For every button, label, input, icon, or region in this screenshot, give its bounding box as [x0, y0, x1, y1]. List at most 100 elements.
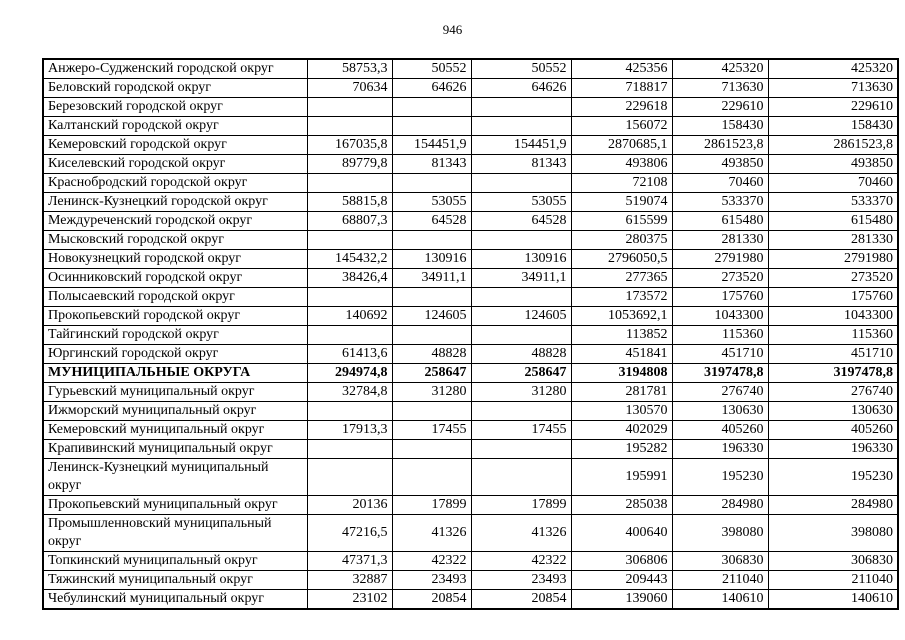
value-cell: 81343: [391, 154, 472, 174]
value-cell: 533370: [671, 192, 769, 212]
value-cell: 47371,3: [306, 550, 393, 571]
district-name-cell: Анжеро-Судженский городской округ: [42, 58, 308, 79]
value-cell: 280375: [570, 230, 673, 250]
value-cell: 2861523,8: [671, 135, 769, 155]
district-name-cell: Ижморский муниципальный округ: [42, 401, 308, 421]
value-cell: [470, 287, 572, 307]
districts-table: Анжеро-Судженский городской округ 58753,3…: [42, 58, 899, 610]
value-cell: 64626: [391, 78, 472, 98]
value-cell: 2791980: [671, 249, 769, 269]
value-cell: 398080: [671, 513, 769, 552]
table-row: Осинниковский городской округ 38426,4 3491…: [42, 268, 899, 288]
table-row: МУНИЦИПАЛЬНЫЕ ОКРУГА 294974,8 258647 258647…: [42, 363, 899, 383]
value-cell: 451841: [570, 344, 673, 364]
value-cell: 3197478,8: [767, 363, 899, 383]
value-cell: 615480: [671, 211, 769, 231]
district-name-cell: Березовский городской округ: [42, 97, 308, 117]
value-cell: 405260: [767, 420, 899, 440]
value-cell: 38426,4: [306, 268, 393, 288]
value-cell: 42322: [391, 550, 472, 571]
value-cell: 175760: [767, 287, 899, 307]
value-cell: 23493: [391, 569, 472, 590]
value-cell: [470, 116, 572, 136]
value-cell: 211040: [767, 569, 899, 590]
value-cell: [306, 287, 393, 307]
district-name-cell: Гурьевский муниципальный округ: [42, 382, 308, 402]
value-cell: 713630: [767, 78, 899, 98]
value-cell: [391, 173, 472, 193]
table-row: Чебулинский муниципальный округ 23102 2085…: [42, 588, 899, 610]
table-body: Анжеро-Судженский городской округ 58753,3…: [42, 58, 899, 610]
value-cell: 258647: [470, 363, 572, 383]
value-cell: [306, 230, 393, 250]
value-cell: [470, 230, 572, 250]
table-row: Гурьевский муниципальный округ 32784,8 312…: [42, 382, 899, 402]
value-cell: 294974,8: [306, 363, 393, 383]
value-cell: 281330: [767, 230, 899, 250]
value-cell: 195230: [767, 458, 899, 496]
value-cell: 285038: [570, 494, 673, 515]
value-cell: [470, 401, 572, 421]
value-cell: 196330: [767, 439, 899, 459]
value-cell: 70634: [306, 78, 393, 98]
value-cell: 64528: [470, 211, 572, 231]
value-cell: 41326: [470, 513, 572, 552]
value-cell: 276740: [671, 382, 769, 402]
value-cell: 493850: [671, 154, 769, 174]
district-name-cell: Промышленновский муниципальный округ: [42, 513, 308, 552]
table-row: Кемеровский муниципальный округ 17913,3 17…: [42, 420, 899, 440]
value-cell: 2796050,5: [570, 249, 673, 269]
value-cell: [470, 458, 572, 496]
value-cell: 17913,3: [306, 420, 393, 440]
district-name-cell: Киселевский городской округ: [42, 154, 308, 174]
value-cell: 175760: [671, 287, 769, 307]
value-cell: 50552: [470, 58, 572, 79]
value-cell: 273520: [671, 268, 769, 288]
district-name-cell: Топкинский муниципальный округ: [42, 550, 308, 571]
value-cell: 3197478,8: [671, 363, 769, 383]
value-cell: [391, 401, 472, 421]
value-cell: 615599: [570, 211, 673, 231]
value-cell: 139060: [570, 588, 673, 610]
value-cell: 1043300: [767, 306, 899, 326]
value-cell: 156072: [570, 116, 673, 136]
district-name-cell: Крапивинский муниципальный округ: [42, 439, 308, 459]
value-cell: 140692: [306, 306, 393, 326]
value-cell: 115360: [767, 325, 899, 345]
value-cell: [306, 325, 393, 345]
value-cell: 34911,1: [470, 268, 572, 288]
value-cell: 50552: [391, 58, 472, 79]
value-cell: 402029: [570, 420, 673, 440]
district-name-cell: Юргинский городской округ: [42, 344, 308, 364]
value-cell: 20136: [306, 494, 393, 515]
value-cell: 425320: [767, 58, 899, 79]
value-cell: 425356: [570, 58, 673, 79]
table-row: Юргинский городской округ 61413,6 48828 488…: [42, 344, 899, 364]
district-name-cell: Беловский городской округ: [42, 78, 308, 98]
value-cell: 281781: [570, 382, 673, 402]
value-cell: [306, 97, 393, 117]
value-cell: 2870685,1: [570, 135, 673, 155]
value-cell: 70460: [767, 173, 899, 193]
value-cell: 306830: [767, 550, 899, 571]
value-cell: 451710: [671, 344, 769, 364]
value-cell: 154451,9: [391, 135, 472, 155]
table-row: Ленинск-Кузнецкий муниципальный округ 195…: [42, 458, 899, 496]
district-name-cell: Тяжинский муниципальный округ: [42, 569, 308, 590]
value-cell: 306830: [671, 550, 769, 571]
value-cell: [391, 116, 472, 136]
table-row: Кемеровский городской округ 167035,8 15445…: [42, 135, 899, 155]
table-row: Краснобродский городской округ 72108 70460…: [42, 173, 899, 193]
value-cell: 493806: [570, 154, 673, 174]
table-row: Полысаевский городской округ 173572 175760…: [42, 287, 899, 307]
value-cell: 405260: [671, 420, 769, 440]
district-name-cell: Кемеровский городской округ: [42, 135, 308, 155]
value-cell: [470, 97, 572, 117]
value-cell: 32784,8: [306, 382, 393, 402]
table-row: Беловский городской округ 70634 64626 64626…: [42, 78, 899, 98]
value-cell: 81343: [470, 154, 572, 174]
value-cell: 398080: [767, 513, 899, 552]
table-row: Мысковский городской округ 280375 281330 28…: [42, 230, 899, 250]
value-cell: 276740: [767, 382, 899, 402]
value-cell: 20854: [391, 588, 472, 610]
